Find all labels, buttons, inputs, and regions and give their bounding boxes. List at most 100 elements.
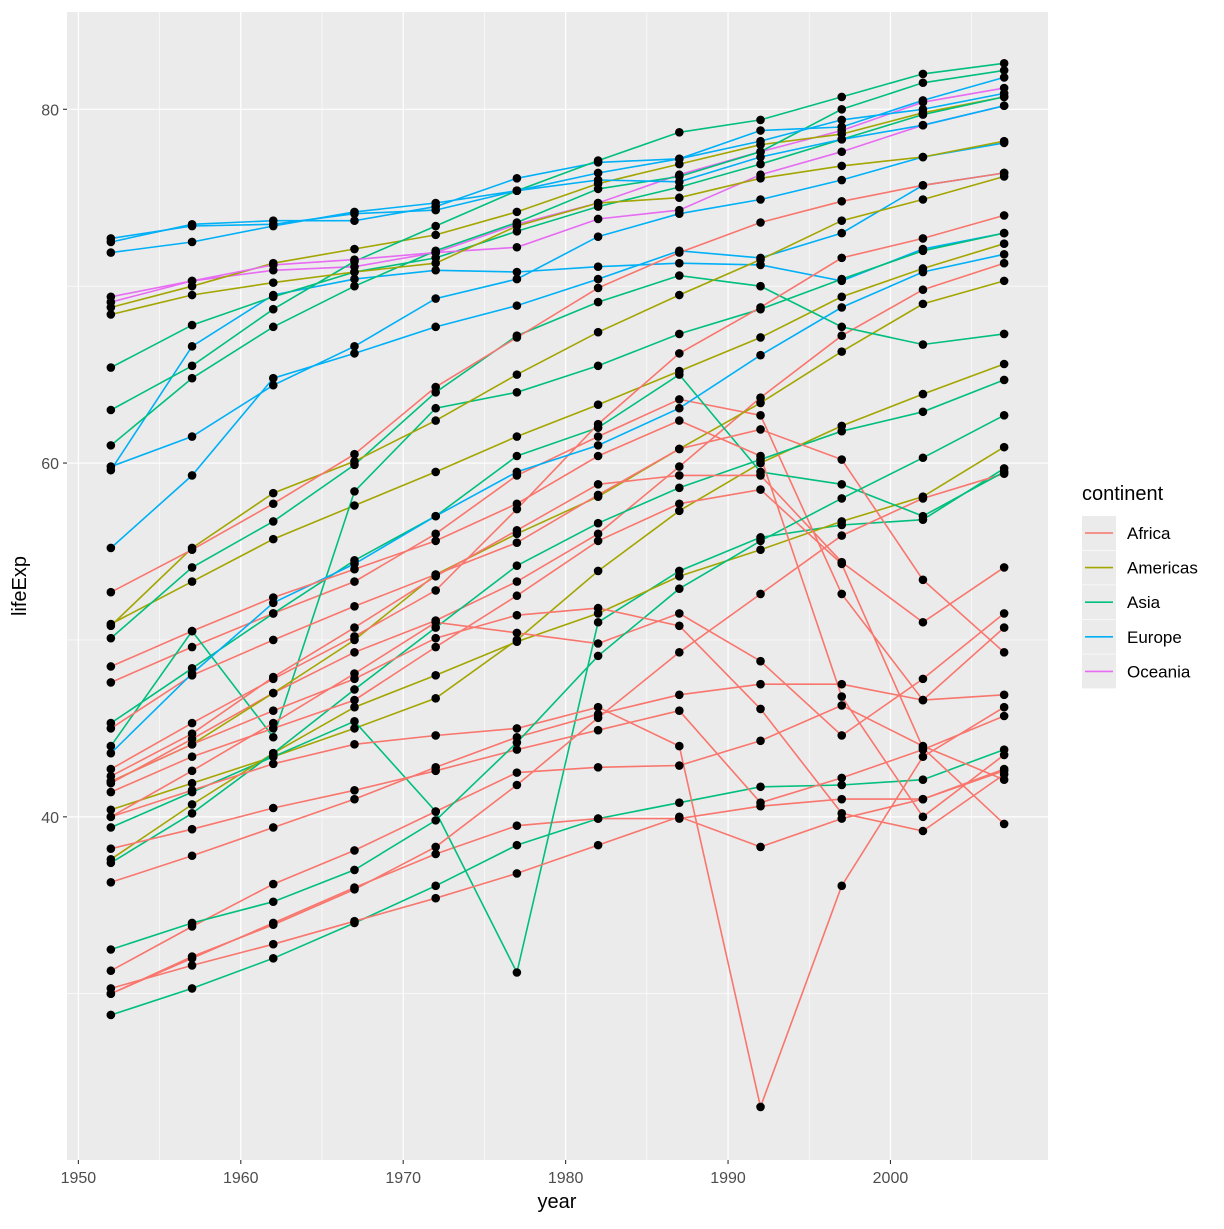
data-point bbox=[675, 812, 684, 822]
data-point bbox=[675, 761, 684, 770]
data-point bbox=[593, 725, 603, 735]
data-point bbox=[999, 101, 1009, 111]
data-point bbox=[350, 702, 359, 712]
data-point bbox=[431, 198, 440, 208]
series-line-africa bbox=[110, 488, 1005, 825]
data-point bbox=[756, 173, 765, 183]
data-point bbox=[268, 488, 278, 498]
data-point bbox=[268, 517, 278, 526]
data-point bbox=[999, 690, 1009, 700]
data-point bbox=[999, 609, 1009, 618]
data-point bbox=[268, 803, 278, 813]
data-point bbox=[837, 881, 847, 891]
data-point bbox=[918, 752, 928, 761]
data-point bbox=[350, 449, 359, 459]
series-line-asia bbox=[110, 748, 1005, 1016]
data-point bbox=[756, 136, 765, 146]
data-point bbox=[431, 570, 440, 579]
data-point bbox=[837, 104, 847, 114]
data-point bbox=[999, 711, 1009, 721]
data-point bbox=[593, 214, 603, 224]
data-point bbox=[512, 869, 522, 878]
data-point bbox=[837, 494, 847, 503]
data-point bbox=[187, 342, 197, 351]
series-line-americas bbox=[110, 280, 1005, 783]
data-point bbox=[431, 642, 440, 652]
legend-label: Oceania bbox=[1127, 662, 1191, 681]
data-point bbox=[431, 511, 440, 521]
data-point bbox=[512, 821, 522, 830]
data-point bbox=[918, 234, 928, 243]
data-point bbox=[918, 407, 928, 417]
data-point bbox=[431, 816, 440, 825]
data-point bbox=[512, 499, 522, 509]
data-point bbox=[918, 285, 928, 295]
legend-item-europe: Europe bbox=[1082, 619, 1182, 654]
data-point bbox=[268, 304, 278, 314]
data-point bbox=[512, 610, 522, 620]
data-point bbox=[431, 849, 440, 859]
data-point bbox=[187, 824, 197, 834]
data-point bbox=[593, 283, 603, 293]
y-axis: 40 60 80 bbox=[41, 102, 67, 827]
data-point bbox=[918, 492, 928, 501]
data-point bbox=[106, 966, 116, 976]
data-point bbox=[837, 122, 847, 132]
data-point bbox=[756, 333, 765, 342]
data-point bbox=[431, 230, 440, 240]
data-point bbox=[268, 732, 278, 742]
data-point bbox=[350, 865, 359, 875]
data-point bbox=[106, 621, 116, 631]
data-point bbox=[837, 274, 847, 284]
data-point bbox=[593, 262, 603, 272]
data-point bbox=[756, 425, 765, 434]
data-point bbox=[918, 575, 928, 585]
data-point bbox=[675, 370, 684, 379]
data-point bbox=[431, 807, 440, 816]
data-point bbox=[187, 563, 197, 572]
data-point bbox=[837, 479, 847, 489]
data-point bbox=[512, 628, 522, 638]
data-point bbox=[187, 809, 197, 818]
data-point bbox=[756, 159, 765, 169]
data-point bbox=[837, 809, 847, 818]
data-point bbox=[837, 175, 847, 185]
data-point bbox=[431, 536, 440, 546]
data-point bbox=[431, 205, 440, 215]
series-line-americas bbox=[110, 446, 1005, 860]
data-point bbox=[837, 147, 847, 157]
data-point bbox=[593, 400, 603, 409]
series-line-asia bbox=[110, 373, 1005, 724]
data-point bbox=[268, 939, 278, 949]
data-point bbox=[106, 777, 116, 786]
grid-major bbox=[67, 12, 1048, 1160]
data-point bbox=[837, 228, 847, 238]
data-point bbox=[918, 78, 928, 88]
x-tick-label: 1990 bbox=[710, 1170, 746, 1187]
data-point bbox=[837, 135, 847, 144]
data-point bbox=[918, 775, 928, 784]
data-point bbox=[268, 706, 278, 716]
data-point bbox=[999, 819, 1009, 829]
data-point bbox=[187, 729, 197, 739]
data-point bbox=[431, 694, 440, 703]
data-point bbox=[999, 329, 1009, 339]
data-point bbox=[837, 347, 847, 356]
data-point bbox=[918, 389, 928, 399]
y-axis-title: lifeExp bbox=[9, 556, 31, 616]
data-point bbox=[187, 276, 197, 286]
data-point bbox=[350, 846, 359, 855]
data-point bbox=[999, 66, 1009, 75]
data-point bbox=[675, 741, 684, 751]
data-point bbox=[593, 175, 603, 185]
x-tick-label: 1980 bbox=[548, 1170, 584, 1187]
data-point bbox=[756, 350, 765, 360]
data-point bbox=[187, 786, 197, 795]
data-point bbox=[268, 593, 278, 602]
data-point bbox=[350, 724, 359, 733]
data-point bbox=[837, 780, 847, 790]
data-point bbox=[756, 679, 765, 689]
data-point bbox=[187, 626, 197, 636]
data-point bbox=[187, 432, 197, 441]
data-point bbox=[187, 752, 197, 761]
